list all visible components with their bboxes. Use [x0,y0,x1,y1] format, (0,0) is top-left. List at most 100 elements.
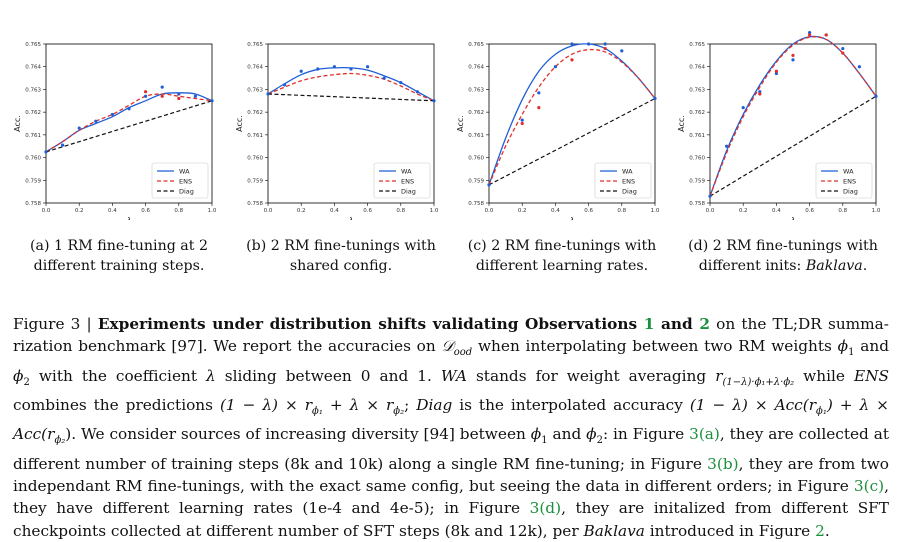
ens-data-point [824,33,828,37]
figure-3b-link[interactable]: 3(b) [707,454,739,473]
wa-data-point [44,150,48,154]
caption-text-19: . [824,521,830,540]
caption-d-line2: different inits: Baklava. [672,256,894,276]
ens-curve [267,72,435,102]
wa-data-point [774,71,778,76]
caption-d-text: different inits: [698,258,806,274]
y-tick-label: 0.763 [468,87,484,93]
legend-label-diag: Diag [622,187,637,195]
ens-term: ENS [853,366,889,385]
caption-text-13: : in Figure [602,425,690,444]
y-tick-label: 0.763 [25,87,41,93]
wa-data-point [741,106,745,110]
dood-sub: ood [453,347,473,359]
wa-curve [709,35,877,197]
phi1-symbol-b: ϕ [530,425,542,444]
y-tick-label: 0.762 [247,110,263,116]
x-tick-label: 0.0 [706,208,715,214]
y-axis-label: Acc. [456,115,465,132]
x-tick-label: 0.2 [518,208,527,214]
wa-data-point [127,107,131,111]
ens-data-point [758,92,762,96]
caption-c: (c) 2 RM fine-tunings with different lea… [451,236,673,276]
y-tick-label: 0.761 [689,133,705,139]
x-tick-label: 0.8 [838,208,847,214]
wa-data-point [432,99,436,103]
caption-a-line1: (a) 1 RM fine-tuning at 2 [29,238,209,254]
observation-2-link[interactable]: 2 [699,315,710,333]
ens-data-point [841,51,845,55]
wa-data-point [603,42,607,46]
legend-box [594,162,652,199]
wa-data-point [570,42,574,46]
wa-data-point [587,42,591,46]
subfigure-a: 0.758 0.759 0.760 0.761 0.762 0.763 0.764 0.765… [8,0,230,300]
y-tick-label: 0.763 [247,87,263,93]
x-tick-label: 0.2 [739,208,748,214]
x-tick-label: 1.0 [430,208,439,214]
figure-2-link[interactable]: 2 [815,521,825,540]
caption-text-11: We consider sources of increasing divers… [76,425,531,444]
wa-data-point [299,69,303,73]
x-tick-label: 0.2 [297,208,306,214]
diag-line [45,100,213,153]
ens-curve [488,48,656,186]
legend-label-ens: ENS [179,177,192,185]
y-tick-label: 0.760 [468,156,484,162]
caption-text-14: , they are collected at different number… [13,425,889,473]
y-tick-label: 0.758 [247,201,263,207]
wa-data-point [653,96,657,101]
legend-label-ens: ENS [843,177,856,185]
ens-data-point [808,33,812,37]
chart-a: 0.758 0.759 0.760 0.761 0.762 0.763 0.764 0.765… [13,42,217,220]
caption-text-7: while [794,366,854,385]
x-tick-label: 0.4 [330,208,339,214]
caption-c-line2: different learning rates. [475,258,649,274]
wa-data-point [144,94,148,98]
x-tick-label: 0.0 [485,208,494,214]
wa-formula-sub: (1−λ)·ϕ₁+λ·ϕ₂ [722,376,795,388]
caption-d-line1: (d) 2 RM fine-tunings with [688,238,878,254]
caption-b-line1: (b) 2 RM fine-tunings with [246,238,436,254]
x-tick-label: 0.8 [396,208,405,214]
wa-data-point [399,81,403,85]
figure-3a-link[interactable]: 3(a) [689,425,720,444]
caption-text-18: introduced in Figure [644,521,816,540]
diag-mid: ) + λ × Acc(r [13,395,889,444]
wa-data-point [841,46,845,51]
y-tick-label: 0.758 [25,201,41,207]
ens-mid: + λ × r [322,395,394,414]
phi2-symbol-b: ϕ [586,425,597,444]
y-tick-label: 0.759 [689,178,705,184]
y-tick-label: 0.759 [25,178,41,184]
x-tick-label: 0.6 [363,208,372,214]
caption-text-8: combines the predictions [13,395,220,414]
caption-a-line2: different training steps. [33,258,205,274]
y-tick-label: 0.761 [468,133,484,139]
caption-title-2: and [654,315,700,333]
observation-1-link[interactable]: 1 [643,315,655,333]
ens-data-point [791,53,795,57]
phi2-symbol: ϕ [13,366,24,385]
x-tick-label: 1.0 [208,208,217,214]
x-tick-label: 1.0 [872,208,881,214]
wa-data-point [266,92,270,96]
figure-3d-link[interactable]: 3(d) [529,499,562,518]
y-tick-label: 0.758 [689,201,705,207]
subfigure-b: 0.758 0.759 0.760 0.761 0.762 0.763 0.764 0.765… [230,0,452,300]
legend-box [151,162,209,199]
legend-label-diag: Diag [843,187,858,195]
ens-data-point [774,69,778,73]
ens-curve [45,93,213,153]
wa-data-point [349,67,353,71]
figure-3c-link[interactable]: 3(c) [853,476,885,495]
x-tick-label: 0.8 [617,208,626,214]
wa-data-point [415,90,419,94]
caption-text-4: with the coefficient [29,366,207,385]
y-tick-label: 0.760 [247,156,263,162]
legend-label-wa: WA [401,167,412,175]
diag-line [488,97,656,186]
wa-data-point [77,126,81,130]
wa-data-point [160,85,164,89]
x-axis-label: λ [569,216,575,220]
